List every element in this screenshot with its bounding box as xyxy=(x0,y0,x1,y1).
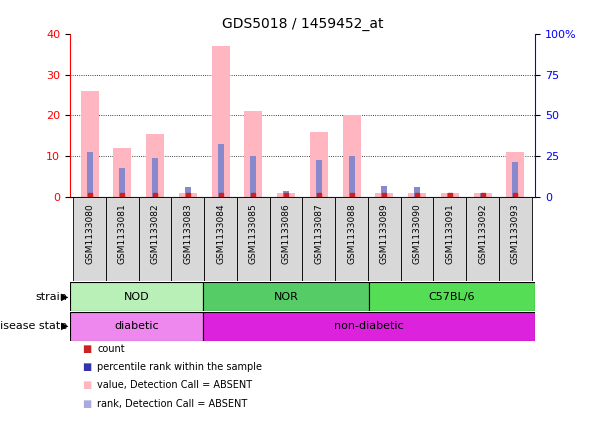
Text: GSM1133089: GSM1133089 xyxy=(380,203,389,264)
FancyBboxPatch shape xyxy=(106,197,139,281)
Text: diabetic: diabetic xyxy=(114,321,159,331)
Text: GSM1133085: GSM1133085 xyxy=(249,203,258,264)
FancyBboxPatch shape xyxy=(368,197,401,281)
Text: GSM1133080: GSM1133080 xyxy=(85,203,94,264)
Text: GSM1133082: GSM1133082 xyxy=(151,203,159,264)
FancyBboxPatch shape xyxy=(466,197,499,281)
FancyBboxPatch shape xyxy=(70,312,203,341)
FancyBboxPatch shape xyxy=(237,197,270,281)
Text: C57BL/6: C57BL/6 xyxy=(429,291,475,302)
Text: ■: ■ xyxy=(82,380,91,390)
Text: GDS5018 / 1459452_at: GDS5018 / 1459452_at xyxy=(222,17,383,31)
FancyBboxPatch shape xyxy=(203,282,369,311)
Bar xyxy=(381,186,387,197)
Bar xyxy=(316,160,322,197)
FancyBboxPatch shape xyxy=(270,197,302,281)
Bar xyxy=(185,187,191,197)
Bar xyxy=(513,162,519,197)
Text: ■: ■ xyxy=(82,344,91,354)
Text: percentile rank within the sample: percentile rank within the sample xyxy=(97,362,262,372)
Text: GSM1133088: GSM1133088 xyxy=(347,203,356,264)
Text: ▶: ▶ xyxy=(61,321,69,331)
Text: GSM1133083: GSM1133083 xyxy=(184,203,192,264)
Bar xyxy=(218,144,224,197)
Text: ■: ■ xyxy=(82,362,91,372)
Bar xyxy=(342,115,361,197)
Text: GSM1133084: GSM1133084 xyxy=(216,203,225,264)
Bar xyxy=(113,148,131,197)
Text: ■: ■ xyxy=(82,398,91,409)
Text: GSM1133081: GSM1133081 xyxy=(118,203,127,264)
Bar xyxy=(447,192,453,197)
FancyBboxPatch shape xyxy=(204,197,237,281)
Bar xyxy=(506,152,524,197)
FancyBboxPatch shape xyxy=(369,282,535,311)
Text: count: count xyxy=(97,344,125,354)
Bar xyxy=(474,192,492,197)
Text: GSM1133086: GSM1133086 xyxy=(282,203,291,264)
FancyBboxPatch shape xyxy=(70,282,203,311)
Text: GSM1133091: GSM1133091 xyxy=(446,203,454,264)
Text: GSM1133087: GSM1133087 xyxy=(314,203,323,264)
Text: disease state: disease state xyxy=(0,321,67,331)
Bar xyxy=(277,192,295,197)
FancyBboxPatch shape xyxy=(434,197,466,281)
FancyBboxPatch shape xyxy=(73,197,106,281)
Text: GSM1133090: GSM1133090 xyxy=(413,203,421,264)
Text: NOR: NOR xyxy=(274,291,299,302)
Bar xyxy=(152,158,158,197)
Bar xyxy=(441,192,459,197)
FancyBboxPatch shape xyxy=(335,197,368,281)
FancyBboxPatch shape xyxy=(171,197,204,281)
Bar xyxy=(146,134,164,197)
Text: GSM1133093: GSM1133093 xyxy=(511,203,520,264)
Bar xyxy=(414,187,420,197)
Bar xyxy=(283,191,289,197)
Bar xyxy=(348,156,354,197)
Bar xyxy=(179,192,197,197)
Bar xyxy=(250,156,257,197)
Bar xyxy=(310,132,328,197)
Text: ▶: ▶ xyxy=(61,291,69,302)
Bar xyxy=(408,192,426,197)
Bar xyxy=(86,152,92,197)
Text: rank, Detection Call = ABSENT: rank, Detection Call = ABSENT xyxy=(97,398,247,409)
Text: strain: strain xyxy=(35,291,67,302)
Bar xyxy=(375,192,393,197)
FancyBboxPatch shape xyxy=(203,312,535,341)
Text: value, Detection Call = ABSENT: value, Detection Call = ABSENT xyxy=(97,380,252,390)
Text: non-diabetic: non-diabetic xyxy=(334,321,404,331)
FancyBboxPatch shape xyxy=(302,197,335,281)
Text: NOD: NOD xyxy=(123,291,149,302)
Text: GSM1133092: GSM1133092 xyxy=(478,203,487,264)
Bar xyxy=(119,168,125,197)
FancyBboxPatch shape xyxy=(139,197,171,281)
Bar xyxy=(244,111,263,197)
FancyBboxPatch shape xyxy=(499,197,532,281)
Bar xyxy=(81,91,98,197)
Bar xyxy=(480,192,486,197)
FancyBboxPatch shape xyxy=(401,197,434,281)
Bar xyxy=(212,46,230,197)
